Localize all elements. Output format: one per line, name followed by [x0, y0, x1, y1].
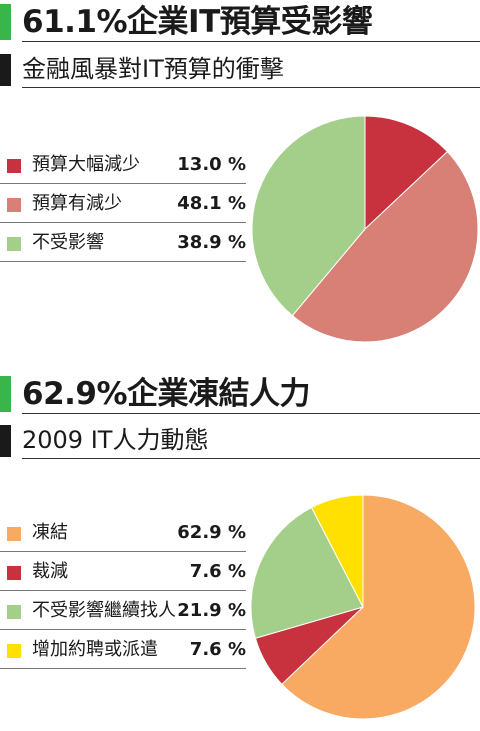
- title-accent-bar: [0, 4, 11, 40]
- pie-slice: [251, 506, 364, 639]
- legend-swatch: [7, 159, 21, 173]
- divider: [22, 458, 480, 459]
- legend-item: 凍結 62.9 %: [0, 513, 246, 552]
- pie-slice: [310, 495, 364, 608]
- legend-label: 不受影響: [32, 232, 104, 253]
- pie-slice: [281, 495, 475, 719]
- divider: [22, 413, 480, 414]
- legend-swatch: [7, 198, 21, 212]
- subtitle-accent-bar: [0, 425, 11, 457]
- chart1-title-row: 61.1%企業IT預算受影響: [0, 2, 480, 42]
- chart2-pie: [251, 495, 475, 719]
- legend-item: 預算大幅減少 13.0 %: [0, 145, 246, 184]
- legend-label: 凍結: [32, 522, 68, 543]
- legend-item: 裁減 7.6 %: [0, 552, 246, 591]
- legend-label: 預算有減少: [32, 193, 122, 214]
- title-accent-bar: [0, 376, 11, 412]
- legend-item: 不受影響繼續找人 21.9 %: [0, 591, 246, 630]
- legend-swatch: [7, 237, 21, 251]
- pie-slice: [364, 116, 449, 231]
- legend-value: 13.0 %: [177, 154, 246, 175]
- chart2-title-row: 62.9%企業凍結人力: [0, 374, 480, 414]
- divider: [22, 87, 480, 88]
- chart1-pie: [252, 116, 478, 342]
- legend-item: 不受影響 38.9 %: [0, 223, 246, 262]
- legend-item: 增加約聘或派遣 7.6 %: [0, 630, 246, 669]
- divider: [22, 41, 480, 42]
- legend-value: 62.9 %: [177, 522, 246, 543]
- chart2-subtitle-row: 2009 IT人力動態: [0, 421, 480, 459]
- legend-value: 38.9 %: [177, 232, 246, 253]
- chart2-title: 62.9%企業凍結人力: [22, 376, 311, 412]
- legend-label: 裁減: [32, 561, 68, 582]
- legend-label: 增加約聘或派遣: [32, 639, 158, 660]
- legend-swatch: [7, 644, 21, 658]
- legend-swatch: [7, 527, 21, 541]
- pie-slice: [252, 116, 366, 317]
- chart2-legend: 凍結 62.9 % 裁減 7.6 % 不受影響繼續找人 21.9 % 增加約聘或…: [0, 513, 250, 669]
- pie-slice: [291, 150, 478, 342]
- legend-value: 7.6 %: [189, 639, 246, 660]
- subtitle-accent-bar: [0, 54, 11, 86]
- legend-swatch: [7, 605, 21, 619]
- legend-item: 預算有減少 48.1 %: [0, 184, 246, 223]
- chart1-legend: 預算大幅減少 13.0 % 預算有減少 48.1 % 不受影響 38.9 %: [0, 145, 250, 262]
- legend-label: 不受影響繼續找人: [32, 600, 176, 621]
- chart1-subtitle-row: 金融風暴對IT預算的衝擊: [0, 50, 480, 88]
- chart2-subtitle: 2009 IT人力動態: [22, 426, 209, 454]
- chart1-subtitle: 金融風暴對IT預算的衝擊: [22, 55, 284, 83]
- legend-value: 7.6 %: [189, 561, 246, 582]
- chart1-title: 61.1%企業IT預算受影響: [22, 4, 373, 40]
- legend-value: 48.1 %: [177, 193, 246, 214]
- legend-value: 21.9 %: [177, 600, 246, 621]
- legend-swatch: [7, 566, 21, 580]
- legend-label: 預算大幅減少: [32, 154, 140, 175]
